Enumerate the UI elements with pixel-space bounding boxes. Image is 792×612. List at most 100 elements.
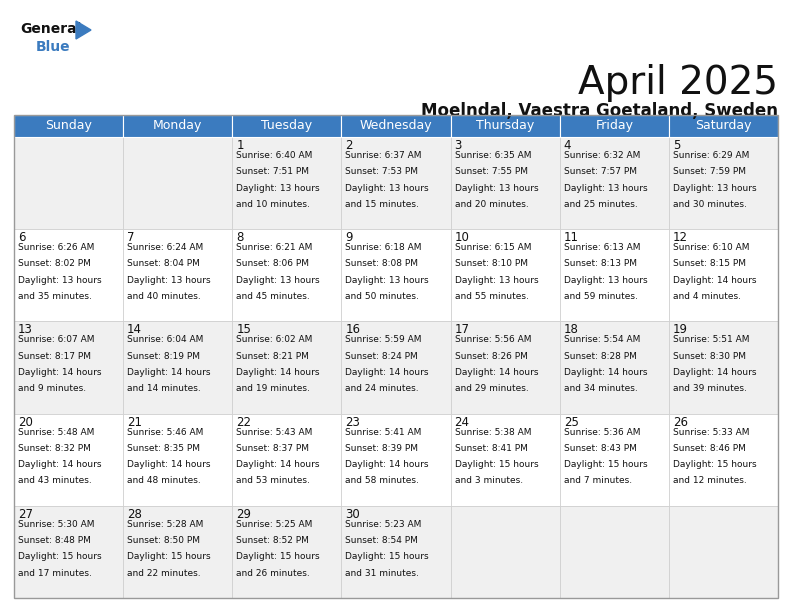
Text: Sunrise: 5:46 AM: Sunrise: 5:46 AM: [128, 428, 204, 436]
Text: Daylight: 14 hours: Daylight: 14 hours: [236, 368, 320, 377]
Text: 25: 25: [564, 416, 579, 428]
Text: 10: 10: [455, 231, 470, 244]
Bar: [669, 115, 778, 137]
Bar: [341, 506, 451, 598]
Bar: [123, 230, 232, 321]
Bar: [14, 137, 123, 230]
Text: Sunset: 8:41 PM: Sunset: 8:41 PM: [455, 444, 527, 453]
Text: Daylight: 13 hours: Daylight: 13 hours: [673, 184, 756, 193]
Text: 23: 23: [345, 416, 360, 428]
Bar: [560, 506, 669, 598]
Text: Sunrise: 6:26 AM: Sunrise: 6:26 AM: [18, 243, 94, 252]
Text: 27: 27: [18, 508, 33, 521]
Text: Sunset: 8:30 PM: Sunset: 8:30 PM: [673, 352, 746, 360]
Text: Sunset: 8:26 PM: Sunset: 8:26 PM: [455, 352, 527, 360]
Text: Daylight: 15 hours: Daylight: 15 hours: [345, 553, 429, 561]
Text: Thursday: Thursday: [476, 119, 535, 133]
Text: Sunset: 7:59 PM: Sunset: 7:59 PM: [673, 167, 746, 176]
Text: 30: 30: [345, 508, 360, 521]
Bar: [451, 321, 560, 414]
Text: and 4 minutes.: and 4 minutes.: [673, 292, 741, 301]
Polygon shape: [76, 21, 91, 39]
Bar: [560, 321, 669, 414]
Text: and 55 minutes.: and 55 minutes.: [455, 292, 528, 301]
Text: Friday: Friday: [596, 119, 634, 133]
Text: Daylight: 15 hours: Daylight: 15 hours: [236, 553, 320, 561]
Text: Daylight: 13 hours: Daylight: 13 hours: [18, 276, 101, 285]
Text: Sunset: 8:19 PM: Sunset: 8:19 PM: [128, 352, 200, 360]
Text: Sunrise: 6:02 AM: Sunrise: 6:02 AM: [236, 335, 313, 345]
Text: and 25 minutes.: and 25 minutes.: [564, 200, 638, 209]
Bar: [232, 506, 341, 598]
Text: 13: 13: [18, 323, 33, 337]
Text: Sunrise: 5:41 AM: Sunrise: 5:41 AM: [345, 428, 422, 436]
Bar: [669, 230, 778, 321]
Text: 1: 1: [236, 139, 244, 152]
Bar: [669, 414, 778, 506]
Bar: [669, 137, 778, 230]
Text: Sunset: 8:21 PM: Sunset: 8:21 PM: [236, 352, 309, 360]
Text: and 14 minutes.: and 14 minutes.: [128, 384, 201, 394]
Text: 21: 21: [128, 416, 142, 428]
Bar: [451, 230, 560, 321]
Text: 2: 2: [345, 139, 353, 152]
Text: Daylight: 14 hours: Daylight: 14 hours: [455, 368, 538, 377]
Text: 26: 26: [673, 416, 688, 428]
Bar: [451, 414, 560, 506]
Text: 15: 15: [236, 323, 251, 337]
Text: and 31 minutes.: and 31 minutes.: [345, 569, 419, 578]
Text: Sunrise: 5:36 AM: Sunrise: 5:36 AM: [564, 428, 640, 436]
Text: and 19 minutes.: and 19 minutes.: [236, 384, 310, 394]
Text: Sunset: 7:57 PM: Sunset: 7:57 PM: [564, 167, 637, 176]
Text: and 39 minutes.: and 39 minutes.: [673, 384, 747, 394]
Text: Sunrise: 5:30 AM: Sunrise: 5:30 AM: [18, 520, 94, 529]
Text: Daylight: 13 hours: Daylight: 13 hours: [564, 276, 647, 285]
Bar: [123, 137, 232, 230]
Text: April 2025: April 2025: [578, 64, 778, 102]
Bar: [14, 506, 123, 598]
Text: Sunrise: 6:32 AM: Sunrise: 6:32 AM: [564, 151, 640, 160]
Bar: [232, 414, 341, 506]
Text: Daylight: 14 hours: Daylight: 14 hours: [564, 368, 647, 377]
Bar: [341, 137, 451, 230]
Text: and 45 minutes.: and 45 minutes.: [236, 292, 310, 301]
Bar: [123, 506, 232, 598]
Text: and 17 minutes.: and 17 minutes.: [18, 569, 92, 578]
Text: and 50 minutes.: and 50 minutes.: [345, 292, 419, 301]
Bar: [123, 321, 232, 414]
Text: 29: 29: [236, 508, 251, 521]
Text: Blue: Blue: [36, 40, 70, 54]
Text: Daylight: 14 hours: Daylight: 14 hours: [236, 460, 320, 469]
Bar: [232, 230, 341, 321]
Text: Daylight: 14 hours: Daylight: 14 hours: [18, 368, 101, 377]
Text: 9: 9: [345, 231, 353, 244]
Text: and 43 minutes.: and 43 minutes.: [18, 477, 92, 485]
Text: Daylight: 13 hours: Daylight: 13 hours: [236, 184, 320, 193]
Bar: [451, 137, 560, 230]
Text: Sunset: 8:43 PM: Sunset: 8:43 PM: [564, 444, 637, 453]
Text: Sunset: 8:50 PM: Sunset: 8:50 PM: [128, 536, 200, 545]
Text: 28: 28: [128, 508, 142, 521]
Text: Sunrise: 5:43 AM: Sunrise: 5:43 AM: [236, 428, 313, 436]
Text: Sunset: 8:54 PM: Sunset: 8:54 PM: [345, 536, 418, 545]
Text: Daylight: 14 hours: Daylight: 14 hours: [18, 460, 101, 469]
Text: and 3 minutes.: and 3 minutes.: [455, 477, 523, 485]
Text: Tuesday: Tuesday: [261, 119, 312, 133]
Bar: [451, 115, 560, 137]
Text: 7: 7: [128, 231, 135, 244]
Text: Sunset: 8:37 PM: Sunset: 8:37 PM: [236, 444, 310, 453]
Text: and 26 minutes.: and 26 minutes.: [236, 569, 310, 578]
Text: Sunset: 8:32 PM: Sunset: 8:32 PM: [18, 444, 91, 453]
Text: Monday: Monday: [153, 119, 203, 133]
Text: 19: 19: [673, 323, 688, 337]
Bar: [14, 414, 123, 506]
Bar: [123, 115, 232, 137]
Text: and 24 minutes.: and 24 minutes.: [345, 384, 419, 394]
Bar: [232, 137, 341, 230]
Text: Daylight: 15 hours: Daylight: 15 hours: [128, 553, 211, 561]
Bar: [14, 321, 123, 414]
Bar: [14, 115, 778, 598]
Text: Daylight: 15 hours: Daylight: 15 hours: [18, 553, 101, 561]
Text: Sunrise: 6:18 AM: Sunrise: 6:18 AM: [345, 243, 422, 252]
Bar: [560, 137, 669, 230]
